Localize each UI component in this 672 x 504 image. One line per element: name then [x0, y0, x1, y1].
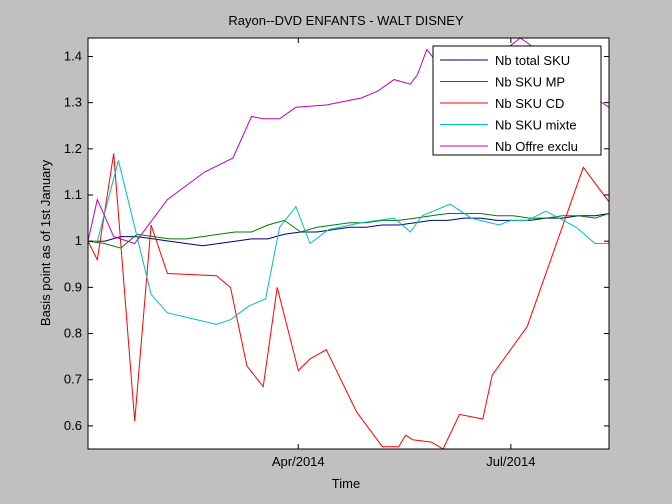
y-tick-label: 0.9	[64, 279, 82, 294]
y-tick-label: 0.8	[64, 326, 82, 341]
x-axis-label: Time	[332, 476, 360, 491]
ticks-layer: 0.6 0.7 0.8 0.9 1 1.1 1.2 1.3 1.4 Apr/2014 Jul/201…	[64, 38, 609, 469]
y-axis-label: Basis point as of 1st January	[38, 159, 53, 326]
legend-label-3: Nb SKU CD	[495, 96, 564, 111]
legend: Nb total SKU Nb SKU MP Nb SKU CD Nb SKU mix…	[432, 45, 602, 156]
series-line-2	[88, 213, 609, 249]
legend-label-2: Nb SKU MP	[495, 75, 565, 90]
legend-label-4: Nb SKU mixte	[495, 118, 577, 133]
x-tick-label: Apr/2014	[272, 454, 325, 469]
plot-frame	[87, 37, 610, 450]
legend-box	[432, 45, 602, 156]
series-layer	[88, 38, 609, 449]
y-tick-label: 0.6	[64, 418, 82, 433]
x-tick-label: Jul/2014	[486, 454, 535, 469]
y-tick-label: 0.7	[64, 372, 82, 387]
y-tick-label: 1	[75, 233, 82, 248]
y-tick-label: 1.4	[64, 48, 82, 63]
legend-label-1: Nb total SKU	[495, 53, 570, 68]
y-tick-label: 1.1	[64, 187, 82, 202]
legend-label-5: Nb Offre exclu	[495, 139, 578, 154]
y-tick-label: 1.2	[64, 141, 82, 156]
series-line-3	[88, 153, 609, 449]
chart-title: Rayon--DVD ENFANTS - WALT DISNEY	[228, 13, 464, 28]
series-line-4	[88, 160, 609, 325]
y-tick-label: 1.3	[64, 95, 82, 110]
